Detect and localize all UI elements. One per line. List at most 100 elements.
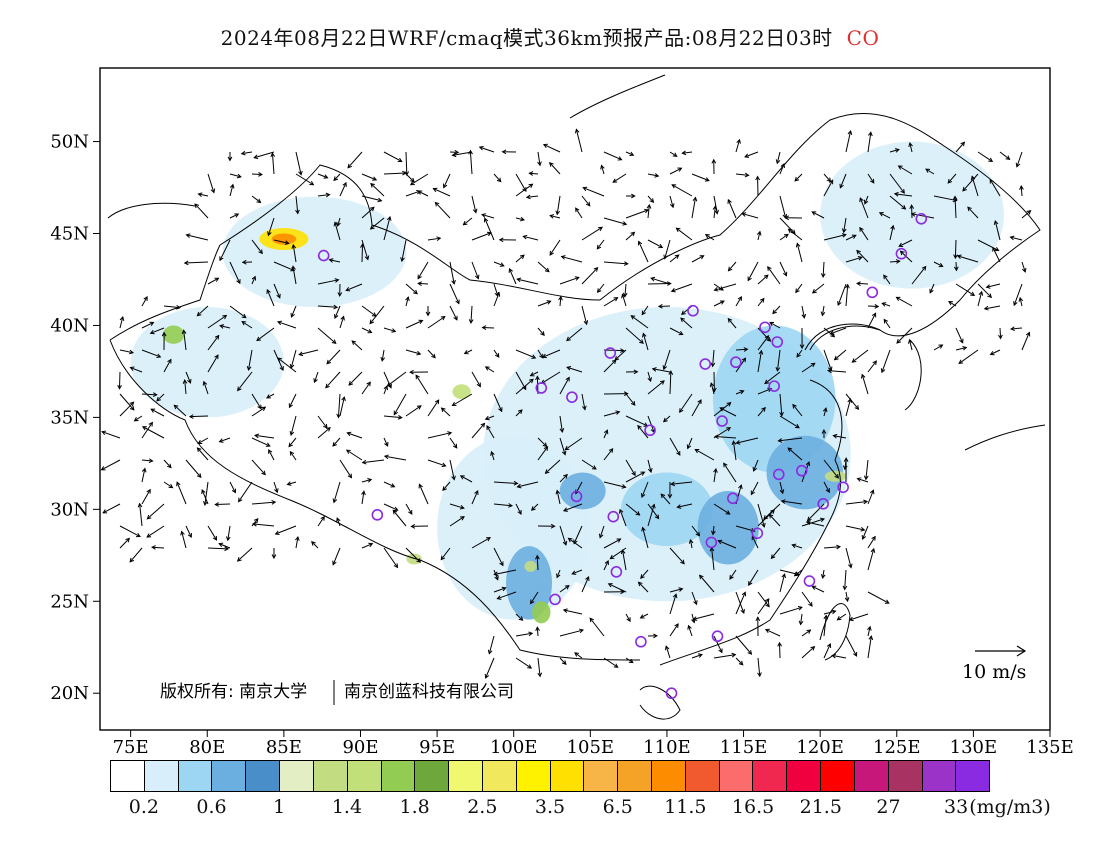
wind-vector-head — [654, 514, 660, 520]
wind-vector — [989, 179, 1001, 197]
wind-vector-head — [241, 259, 247, 265]
wind-vector — [152, 546, 165, 549]
wind-vector-head — [567, 537, 573, 543]
wind-vector — [647, 239, 663, 248]
wind-vector-head — [347, 473, 353, 479]
wind-vector — [881, 349, 891, 373]
wind-vector — [198, 437, 209, 444]
legend-unit: (mg/m3) — [969, 796, 1051, 818]
wind-vector — [271, 153, 275, 175]
lat-tick-label: 45N — [50, 224, 89, 245]
wind-vector — [568, 538, 583, 549]
wind-vector-head — [129, 557, 135, 563]
wind-vector-head — [647, 377, 652, 383]
wind-vector-head — [276, 320, 283, 326]
wind-vector — [624, 283, 627, 297]
wind-vector-head — [325, 383, 330, 389]
wind-vector — [332, 547, 341, 565]
wind-vector-head — [148, 421, 153, 427]
wind-vector-head — [603, 429, 609, 435]
wind-vector — [273, 283, 281, 298]
wind-vector — [537, 327, 545, 336]
wind-vector-head — [271, 554, 277, 560]
wind-vector — [381, 349, 385, 361]
wind-vector-head — [688, 538, 694, 544]
wind-vector — [314, 371, 319, 383]
wind-vector — [727, 199, 737, 219]
wind-vector — [427, 459, 446, 467]
wind-vector — [687, 437, 693, 449]
wind-vector — [317, 327, 337, 344]
wind-vector — [452, 393, 473, 406]
wind-vector — [405, 283, 418, 295]
wind-vector — [405, 320, 423, 329]
wind-vector — [742, 213, 759, 219]
wind-vector — [530, 371, 539, 377]
wind-vector — [251, 501, 276, 505]
wind-vector-head — [897, 165, 903, 170]
wind-vector — [370, 183, 385, 197]
wind-vector — [757, 274, 769, 285]
wind-vector — [889, 260, 900, 263]
wind-vector — [757, 350, 762, 373]
wind-vector — [757, 598, 770, 615]
wind-vector — [958, 349, 979, 364]
wind-vector — [642, 333, 649, 351]
wind-vector-head — [451, 401, 457, 407]
wind-vector-head — [267, 231, 272, 237]
wind-vector-head — [539, 353, 544, 359]
wind-vector — [141, 489, 151, 505]
wind-vector — [290, 415, 297, 436]
wind-vector — [845, 547, 852, 568]
wind-vector-head — [714, 434, 719, 440]
wind-vector-head — [361, 490, 366, 496]
wind-vector-head — [337, 292, 343, 298]
wind-vector-head — [380, 356, 386, 362]
wind-vector-head — [729, 574, 734, 580]
wind-vector — [867, 360, 877, 373]
wind-vector — [603, 217, 627, 225]
wind-vector-head — [214, 334, 220, 340]
wind-vector-head — [295, 535, 300, 541]
wind-vector — [711, 547, 715, 571]
wind-vector — [334, 305, 341, 319]
wind-vector — [669, 254, 680, 263]
wind-vector — [757, 388, 772, 395]
lat-tick-label: 20N — [50, 683, 89, 704]
wind-vector-head — [783, 233, 789, 239]
wind-vector — [517, 278, 539, 285]
wind-vector — [933, 344, 943, 351]
wind-vector — [792, 404, 803, 417]
wind-vector — [581, 305, 588, 325]
lon-tick-label: 90E — [342, 737, 378, 758]
wind-vector-head — [543, 446, 549, 451]
wind-vector-head — [596, 288, 602, 294]
legend-label: 3.5 — [534, 796, 566, 818]
wind-vector — [776, 151, 781, 164]
wind-vector — [277, 357, 297, 373]
wind-vector-head — [860, 527, 866, 532]
wind-vector — [845, 284, 849, 307]
wind-vector-head — [129, 349, 135, 355]
wind-vector-head — [236, 279, 241, 285]
wind-vector-head — [811, 289, 817, 294]
wind-vector-head — [173, 404, 179, 410]
wind-vector — [640, 613, 649, 619]
wind-vector — [241, 321, 253, 329]
wind-vector-head — [366, 381, 371, 387]
wind-vector — [713, 300, 725, 307]
wind-vector-head — [393, 506, 399, 511]
wind-vector — [867, 490, 874, 505]
wind-vector-head — [787, 228, 793, 234]
wind-vector — [727, 318, 737, 329]
wind-vector — [999, 327, 1002, 339]
wind-vector — [955, 283, 975, 296]
wind-vector — [889, 195, 906, 210]
wind-vector-head — [863, 475, 869, 481]
wind-vector-head — [203, 501, 208, 506]
wind-vector-head — [738, 660, 744, 666]
wind-vector-head — [197, 192, 203, 197]
wind-vector-head — [258, 172, 263, 177]
wind-vector-head — [196, 447, 202, 453]
wind-vector — [788, 228, 803, 241]
